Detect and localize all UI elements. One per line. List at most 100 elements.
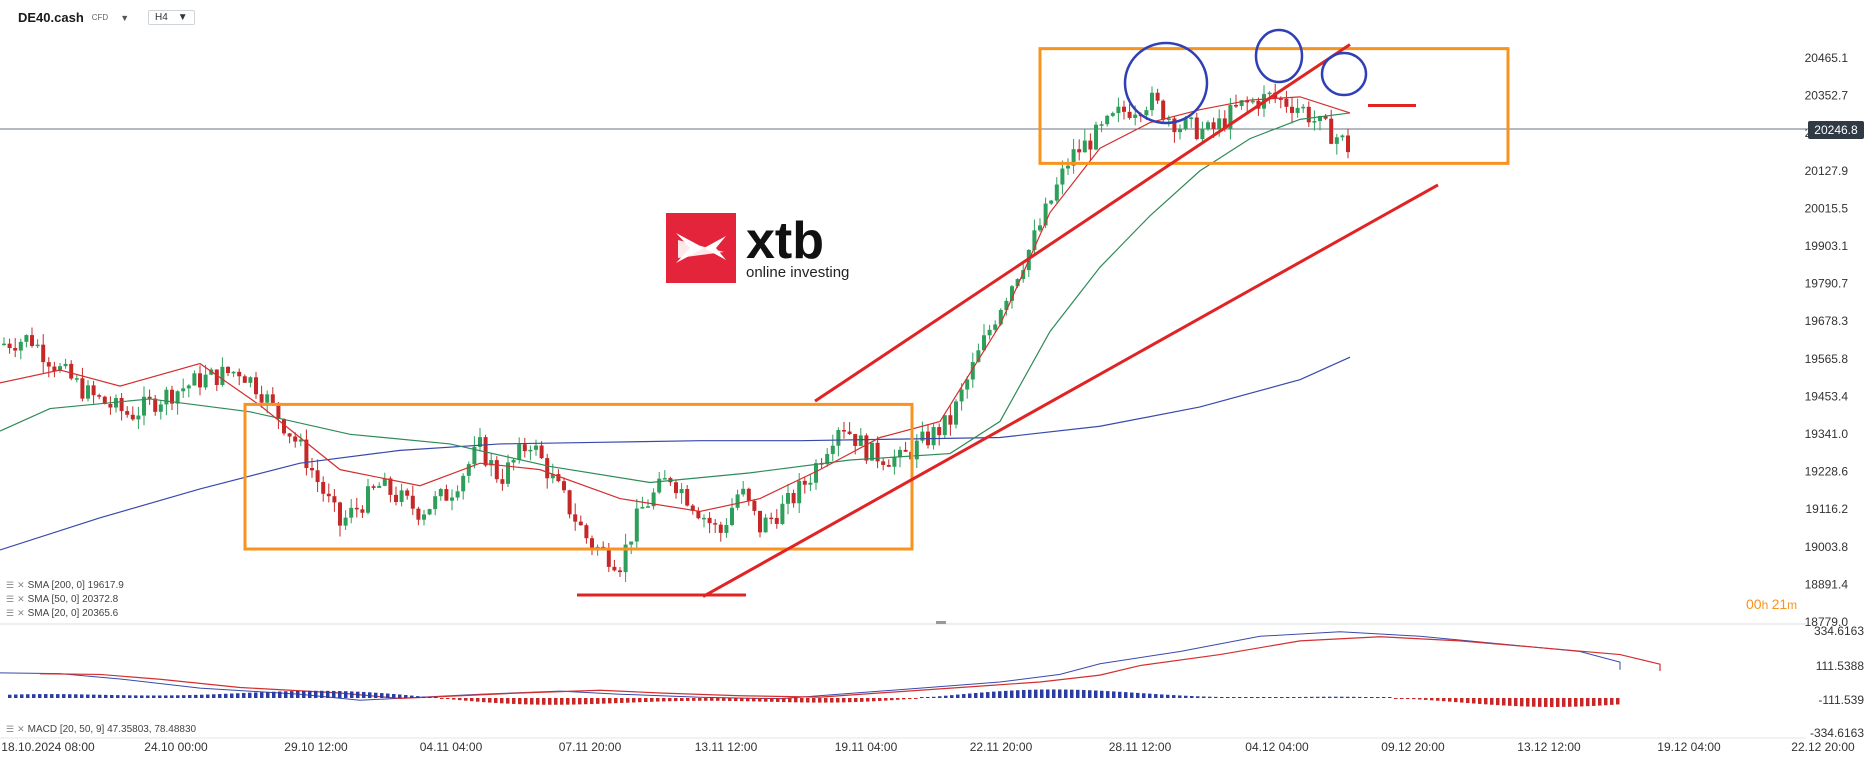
candle <box>248 377 253 383</box>
legend-macd[interactable]: ☰ ✕ MACD [20, 50, 9] 47.35803, 78.48830 <box>6 724 196 735</box>
macd-bar <box>8 694 12 698</box>
candle <box>1077 149 1082 153</box>
candle <box>702 517 706 520</box>
macd-bar <box>1316 696 1320 698</box>
candle <box>640 507 645 509</box>
close-icon[interactable]: ✕ <box>17 724 25 734</box>
close-icon[interactable]: ✕ <box>17 594 25 604</box>
candle <box>1150 92 1154 111</box>
legend-sma50-label: SMA [50, 0] 20372.8 <box>27 594 119 605</box>
macd-bar <box>518 698 522 705</box>
macd-bar <box>974 693 978 698</box>
settings-icon[interactable]: ☰ <box>6 594 15 604</box>
close-icon[interactable]: ✕ <box>17 580 25 590</box>
candle <box>657 478 662 493</box>
candle <box>41 344 46 363</box>
legend-sma20[interactable]: ☰ ✕ SMA [20, 0] 20365.6 <box>6 608 118 619</box>
candle <box>130 414 135 420</box>
candle <box>147 396 152 399</box>
macd-bar <box>1484 698 1488 705</box>
close-icon[interactable]: ✕ <box>17 608 25 618</box>
macd-bar <box>122 695 126 698</box>
candles <box>2 83 1350 582</box>
macd-bar <box>1304 696 1308 698</box>
candle <box>478 437 482 447</box>
symbol-suffix: CFD <box>91 13 109 22</box>
macd-bar <box>872 698 876 702</box>
highlight-circle <box>1320 51 1368 97</box>
macd-bar <box>1568 698 1572 707</box>
macd-bar <box>764 698 768 702</box>
candle <box>298 439 303 442</box>
candle <box>18 341 23 351</box>
macd-bar <box>146 695 150 698</box>
candle <box>892 457 897 467</box>
chevron-down-icon[interactable]: ▼ <box>120 12 130 23</box>
candle <box>741 488 746 495</box>
macd-bar <box>182 695 186 698</box>
macd-bar <box>1466 698 1470 704</box>
legend-sma50[interactable]: ☰ ✕ SMA [50, 0] 20372.8 <box>6 594 118 605</box>
candle <box>1312 121 1317 123</box>
macd-bar <box>926 697 930 698</box>
macd-bar <box>1124 692 1128 698</box>
pane-resize-handle <box>936 621 946 624</box>
macd-bar <box>1148 693 1152 698</box>
candle <box>735 494 740 508</box>
candle <box>634 508 639 542</box>
macd-bar <box>1226 697 1230 698</box>
settings-icon[interactable]: ☰ <box>6 724 15 734</box>
macd-bar <box>1430 698 1434 701</box>
candle <box>769 517 774 520</box>
timeframe-selector[interactable]: H4 ▼ <box>148 10 195 25</box>
candle <box>1088 140 1093 150</box>
candle <box>326 493 331 497</box>
x-tick-label: 18.10.2024 08:00 <box>1 740 95 754</box>
macd-bar <box>1160 694 1164 698</box>
candle <box>1110 113 1115 116</box>
candle <box>254 377 258 395</box>
macd-tick-label: 111.5388 <box>1816 659 1865 673</box>
macd-bar <box>686 698 690 701</box>
y-tick-label: 19116.2 <box>1806 502 1849 516</box>
y-tick-label: 20015.5 <box>1805 201 1849 215</box>
candle-countdown: 00h 21m <box>1746 596 1798 612</box>
legend-sma200[interactable]: ☰ ✕ SMA [200, 0] 19617.9 <box>6 580 124 591</box>
candle <box>830 445 835 454</box>
candle <box>724 525 729 533</box>
macd-bar <box>164 695 168 698</box>
macd-bar <box>50 694 54 698</box>
macd-bar <box>1010 690 1014 698</box>
symbol-selector[interactable]: DE40.cash CFD ▼ <box>18 10 129 25</box>
candle <box>483 437 488 466</box>
macd-bar <box>596 698 600 704</box>
y-tick-label: 20352.7 <box>1805 89 1849 103</box>
macd-bar <box>68 694 72 698</box>
y-tick-label: 19678.3 <box>1805 314 1849 328</box>
macd-bar <box>914 698 918 699</box>
macd-bar <box>464 698 468 701</box>
macd-bar <box>212 694 216 698</box>
candle <box>948 415 953 425</box>
candle <box>562 481 566 491</box>
macd-bar <box>308 690 312 698</box>
macd-bar <box>800 698 804 703</box>
candle <box>214 369 219 386</box>
candle <box>914 440 919 460</box>
candle <box>153 398 158 412</box>
macd-bar <box>1220 697 1224 698</box>
y-tick-label: 19453.4 <box>1805 389 1849 403</box>
candle <box>198 373 202 388</box>
macd-bar <box>1502 698 1506 706</box>
macd-bar <box>1544 698 1548 707</box>
candle <box>612 566 617 571</box>
macd-bar <box>572 698 576 705</box>
candle <box>993 324 998 330</box>
candle <box>242 376 247 383</box>
macd-bar <box>794 698 798 703</box>
macd-bar <box>80 694 84 698</box>
settings-icon[interactable]: ☰ <box>6 608 15 618</box>
settings-icon[interactable]: ☰ <box>6 580 15 590</box>
candle <box>1284 98 1289 107</box>
